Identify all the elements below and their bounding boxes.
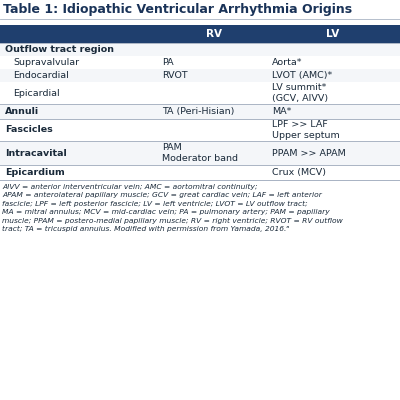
Text: muscle; PPAM = postero-medial papillary muscle; RV = right ventricle; RVOT = RV : muscle; PPAM = postero-medial papillary … — [2, 218, 343, 224]
Text: fascicle; LPF = left posterior fascicle; LV = left ventricle; LVOT = LV outflow : fascicle; LPF = left posterior fascicle;… — [2, 201, 308, 207]
Text: APAM = anterolateral papillary muscle; GCV = great cardiac vein; LAF = left ante: APAM = anterolateral papillary muscle; G… — [2, 192, 322, 198]
FancyBboxPatch shape — [0, 119, 400, 141]
Text: Intracavital: Intracavital — [5, 148, 67, 158]
Text: MA = mitral annulus; MCV = mid-cardiac vein; PA = pulmonary artery; PAM = papill: MA = mitral annulus; MCV = mid-cardiac v… — [2, 209, 330, 215]
FancyBboxPatch shape — [0, 104, 400, 119]
Text: PA: PA — [162, 58, 174, 67]
Text: LVOT (AMC)*: LVOT (AMC)* — [272, 71, 332, 80]
FancyBboxPatch shape — [0, 25, 400, 43]
Text: tract; TA = tricuspid annulus. Modified with permission from Yamada, 2016.ᵃ: tract; TA = tricuspid annulus. Modified … — [2, 226, 289, 232]
Text: Table 1: Idiopathic Ventricular Arrhythmia Origins: Table 1: Idiopathic Ventricular Arrhythm… — [3, 3, 352, 16]
FancyBboxPatch shape — [0, 69, 400, 82]
Text: Endocardial: Endocardial — [13, 71, 69, 80]
Text: TA (Peri-Hisian): TA (Peri-Hisian) — [162, 107, 234, 116]
Text: RVOT: RVOT — [162, 71, 188, 80]
FancyBboxPatch shape — [0, 165, 400, 180]
Text: Outflow tract region: Outflow tract region — [5, 45, 114, 54]
Text: PPAM >> APAM: PPAM >> APAM — [272, 148, 346, 158]
Text: Fascicles: Fascicles — [5, 126, 53, 134]
Text: Epicardium: Epicardium — [5, 168, 65, 177]
Text: Epicardial: Epicardial — [13, 88, 60, 98]
Text: LV: LV — [326, 29, 339, 39]
Text: PAM
Moderator band: PAM Moderator band — [162, 143, 238, 163]
Text: Supravalvular: Supravalvular — [13, 58, 79, 67]
Text: LV summit*
(GCV, AIVV): LV summit* (GCV, AIVV) — [272, 83, 328, 103]
FancyBboxPatch shape — [0, 43, 400, 56]
Text: RV: RV — [206, 29, 222, 39]
Text: Crux (MCV): Crux (MCV) — [272, 168, 326, 177]
FancyBboxPatch shape — [0, 82, 400, 104]
Text: LPF >> LAF
Upper septum: LPF >> LAF Upper septum — [272, 120, 340, 140]
FancyBboxPatch shape — [0, 141, 400, 165]
Text: MA*: MA* — [272, 107, 291, 116]
Text: Aorta*: Aorta* — [272, 58, 302, 67]
Text: AIVV = anterior interventricular vein; AMC = aortomitral continuity;: AIVV = anterior interventricular vein; A… — [2, 184, 258, 190]
Text: Annuli: Annuli — [5, 107, 39, 116]
FancyBboxPatch shape — [0, 56, 400, 69]
